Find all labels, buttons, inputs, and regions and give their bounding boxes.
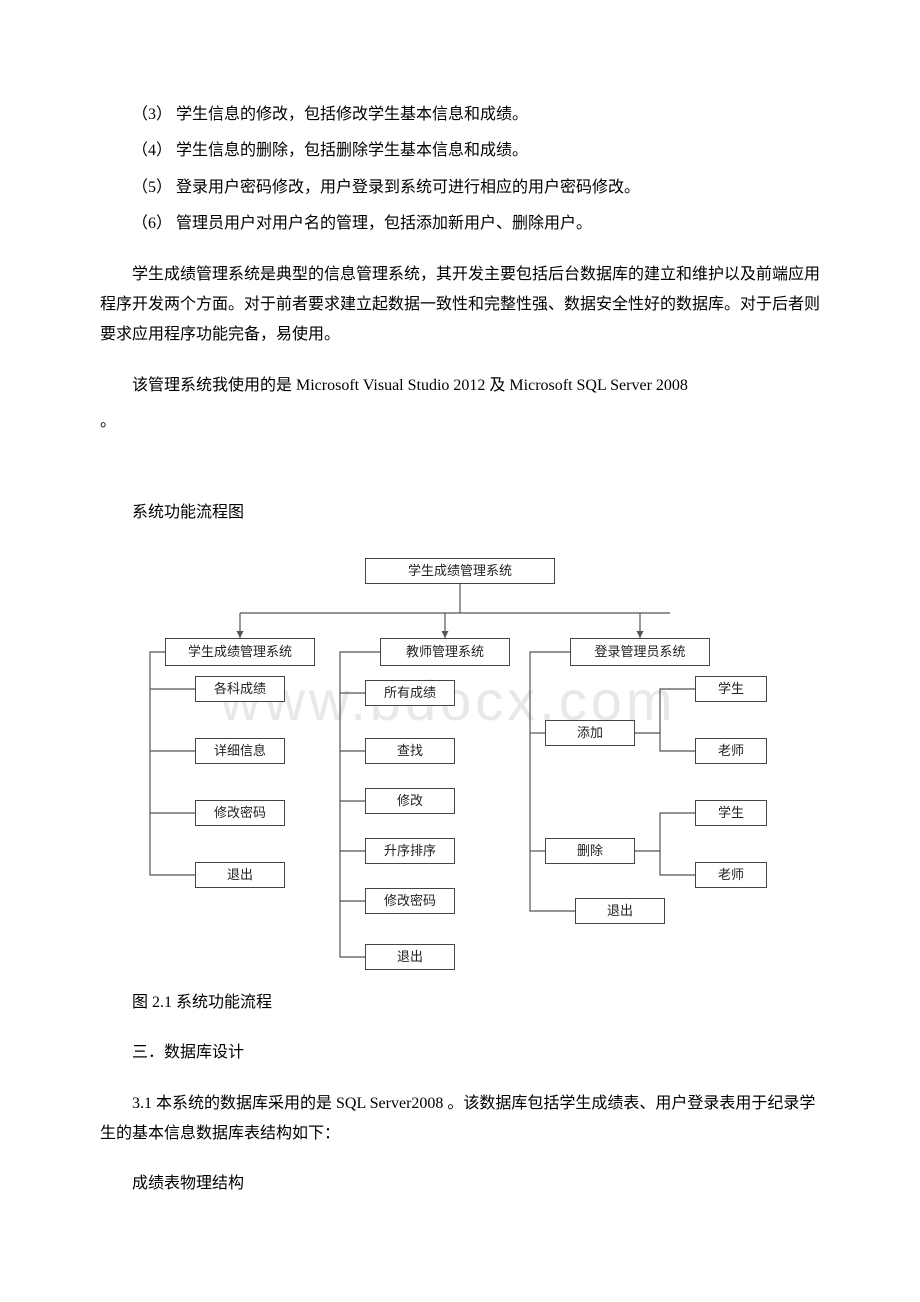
flowchart-node-c1a: 各科成绩 [195, 676, 285, 702]
flowchart-node-c3exit: 退出 [575, 898, 665, 924]
list-item-4: （4） 学生信息的删除，包括删除学生基本信息和成绩。 [100, 136, 820, 166]
flowchart-node-col2h: 教师管理系统 [380, 638, 510, 666]
flowchart-node-c2b: 查找 [365, 738, 455, 764]
section-flowtitle: 系统功能流程图 [100, 498, 820, 528]
flowchart-node-root: 学生成绩管理系统 [365, 558, 555, 584]
flowchart-node-c2d: 升序排序 [365, 838, 455, 864]
flowchart-node-c2a: 所有成绩 [365, 680, 455, 706]
list-item-5: （5） 登录用户密码修改，用户登录到系统可进行相应的用户密码修改。 [100, 173, 820, 203]
list-item-6: （6） 管理员用户对用户名的管理，包括添加新用户、删除用户。 [100, 209, 820, 239]
flowchart-node-c3d2: 老师 [695, 862, 767, 888]
flowchart-node-c3a2: 老师 [695, 738, 767, 764]
flowchart-node-c1b: 详细信息 [195, 738, 285, 764]
flowchart-container: www.bdocx.com 学生成绩管理系统学生成绩管理系统教师管理系统登录管理… [100, 558, 820, 978]
flowchart-node-c3add: 添加 [545, 720, 635, 746]
flowchart-node-c1d: 退出 [195, 862, 285, 888]
flowchart-node-col3h: 登录管理员系统 [570, 638, 710, 666]
flowchart-node-c3a1: 学生 [695, 676, 767, 702]
figure-caption: 图 2.1 系统功能流程 [100, 988, 820, 1018]
flowchart-node-c3del: 删除 [545, 838, 635, 864]
flowchart: www.bdocx.com 学生成绩管理系统学生成绩管理系统教师管理系统登录管理… [100, 558, 820, 978]
section-3-1: 3.1 本系统的数据库采用的是 SQL Server2008 。该数据库包括学生… [100, 1089, 820, 1150]
flowchart-node-c2c: 修改 [365, 788, 455, 814]
flowchart-node-c2f: 退出 [365, 944, 455, 970]
flowchart-edges [100, 558, 820, 978]
flowchart-node-col1h: 学生成绩管理系统 [165, 638, 315, 666]
para-desc1: 学生成绩管理系统是典型的信息管理系统，其开发主要包括后台数据库的建立和维护以及前… [100, 260, 820, 351]
section-3: 三．数据库设计 [100, 1038, 820, 1068]
flowchart-node-c2e: 修改密码 [365, 888, 455, 914]
flowchart-node-c1c: 修改密码 [195, 800, 285, 826]
list-item-3: （3） 学生信息的修改，包括修改学生基本信息和成绩。 [100, 100, 820, 130]
para-desc2a: 该管理系统我使用的是 Microsoft Visual Studio 2012 … [100, 371, 820, 401]
para-phystruct: 成绩表物理结构 [100, 1169, 820, 1199]
para-desc2b: 。 [100, 407, 820, 437]
flowchart-node-c3d1: 学生 [695, 800, 767, 826]
